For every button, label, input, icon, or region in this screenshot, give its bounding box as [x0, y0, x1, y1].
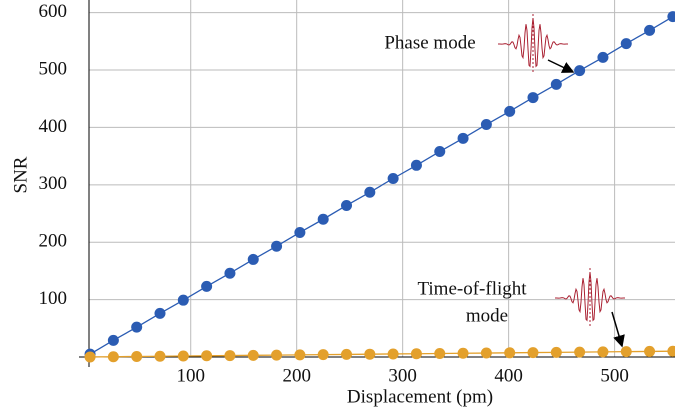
annotation-arrow [611, 311, 625, 348]
y-tick-label: 400 [39, 116, 68, 137]
data-point [131, 321, 143, 333]
data-point [154, 307, 166, 319]
x-tick-label: 200 [282, 365, 311, 386]
data-point [131, 350, 143, 362]
data-point [364, 186, 376, 198]
y-tick-label: 500 [39, 58, 68, 79]
annotation: Phase mode [384, 32, 475, 53]
data-point [480, 119, 492, 131]
data-point [154, 350, 166, 362]
data-point [527, 347, 539, 359]
data-point [574, 65, 586, 77]
data-point [457, 132, 469, 144]
data-point [271, 240, 283, 252]
data-point [667, 345, 675, 357]
data-point [667, 11, 675, 23]
data-point [107, 351, 119, 363]
data-point [410, 159, 422, 171]
annotation: mode [466, 305, 508, 326]
data-point [247, 349, 259, 361]
data-point [644, 24, 656, 36]
series-line [90, 350, 673, 358]
data-point [434, 347, 446, 359]
data-point [644, 345, 656, 357]
x-tick-label: 300 [388, 365, 417, 386]
x-axis-label: Displacement (pm) [347, 386, 493, 407]
x-tick-label: 400 [494, 365, 523, 386]
data-point [410, 348, 422, 360]
data-point [457, 347, 469, 359]
data-point [550, 78, 562, 90]
data-point [434, 146, 446, 158]
data-point [574, 346, 586, 358]
data-point [364, 348, 376, 360]
data-point [480, 347, 492, 359]
data-point [620, 346, 632, 358]
data-point [201, 350, 213, 362]
data-point [387, 173, 399, 184]
data-point [387, 348, 399, 360]
data-point [504, 105, 516, 117]
x-tick-label: 500 [600, 365, 629, 386]
y-tick-label: 300 [39, 173, 68, 194]
data-point [177, 350, 189, 362]
data-point [224, 267, 236, 279]
data-point [504, 347, 516, 359]
data-point [317, 349, 329, 361]
data-point [107, 334, 119, 346]
data-point [294, 349, 306, 361]
y-tick-label: 100 [39, 288, 68, 309]
data-point [294, 226, 306, 238]
data-point [527, 92, 539, 104]
data-point [341, 199, 353, 211]
data-point [550, 346, 562, 358]
data-point [271, 349, 283, 361]
data-point [247, 253, 259, 265]
data-point [620, 38, 632, 50]
data-point [177, 294, 189, 306]
data-point [597, 346, 609, 358]
data-point [224, 350, 236, 362]
y-tick-label: 200 [39, 231, 68, 252]
x-tick-label: 100 [176, 365, 205, 386]
y-axis-label: SNR [10, 156, 31, 193]
data-point [317, 213, 329, 225]
y-tick-label: 600 [39, 1, 68, 22]
data-point [201, 280, 213, 292]
annotation: Time-of-flight [417, 278, 527, 299]
data-point [597, 51, 609, 63]
data-point [341, 348, 353, 360]
annotation-arrow [547, 59, 575, 73]
data-point [84, 351, 96, 363]
